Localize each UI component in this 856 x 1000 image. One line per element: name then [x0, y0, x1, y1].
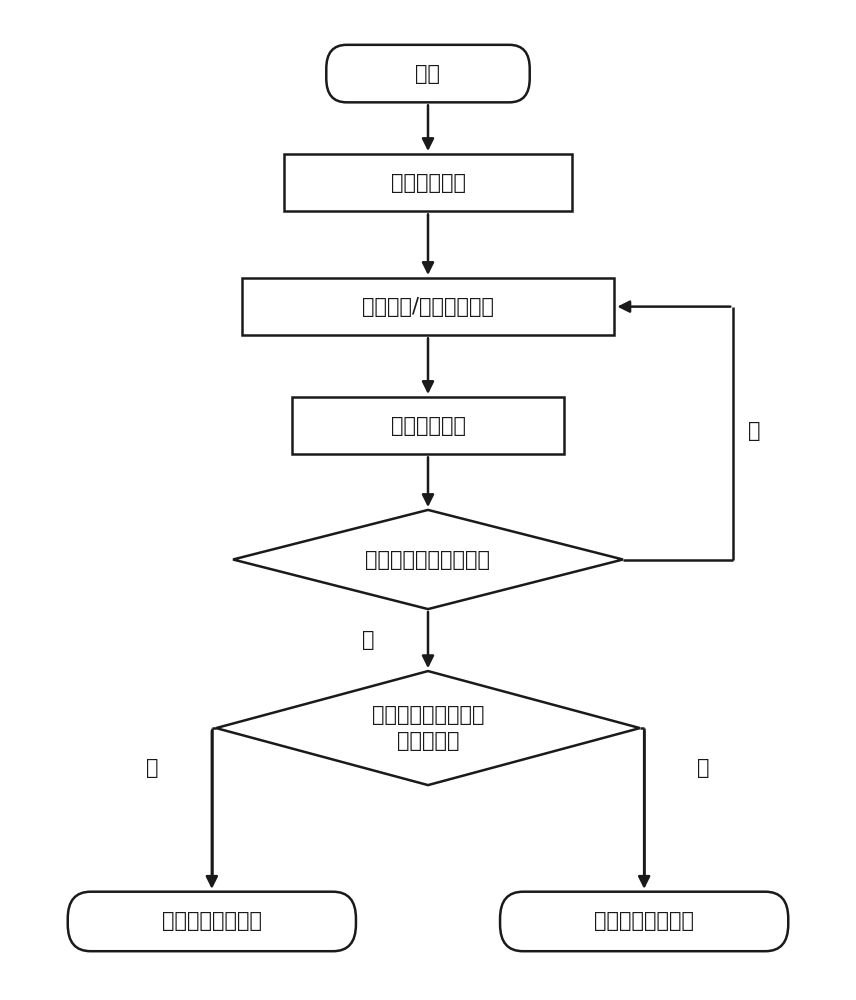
Text: 开始: 开始	[415, 64, 441, 84]
Text: 选择全程放气方式: 选择全程放气方式	[162, 911, 262, 931]
FancyBboxPatch shape	[326, 45, 530, 102]
Text: 放气对气动特性影响
是否可接受: 放气对气动特性影响 是否可接受	[372, 705, 484, 751]
FancyBboxPatch shape	[500, 892, 788, 951]
Text: 确定颤振边界: 确定颤振边界	[390, 173, 466, 193]
Polygon shape	[216, 671, 640, 785]
Bar	[293, 397, 563, 454]
Text: 选择可控放气方式: 选择可控放气方式	[594, 911, 694, 931]
Text: 校核放气设计: 校核放气设计	[390, 416, 466, 436]
Polygon shape	[233, 510, 623, 609]
Text: 是: 是	[146, 758, 158, 778]
Text: 是: 是	[362, 630, 375, 650]
Text: 确定叶顶/机匣放气方案: 确定叶顶/机匣放气方案	[362, 297, 494, 317]
Bar	[241, 278, 615, 335]
FancyBboxPatch shape	[68, 892, 356, 951]
Text: 否: 否	[698, 758, 710, 778]
Bar	[284, 154, 572, 211]
Text: 是否满足安全运行要求: 是否满足安全运行要求	[366, 550, 490, 570]
Text: 否: 否	[748, 421, 761, 441]
